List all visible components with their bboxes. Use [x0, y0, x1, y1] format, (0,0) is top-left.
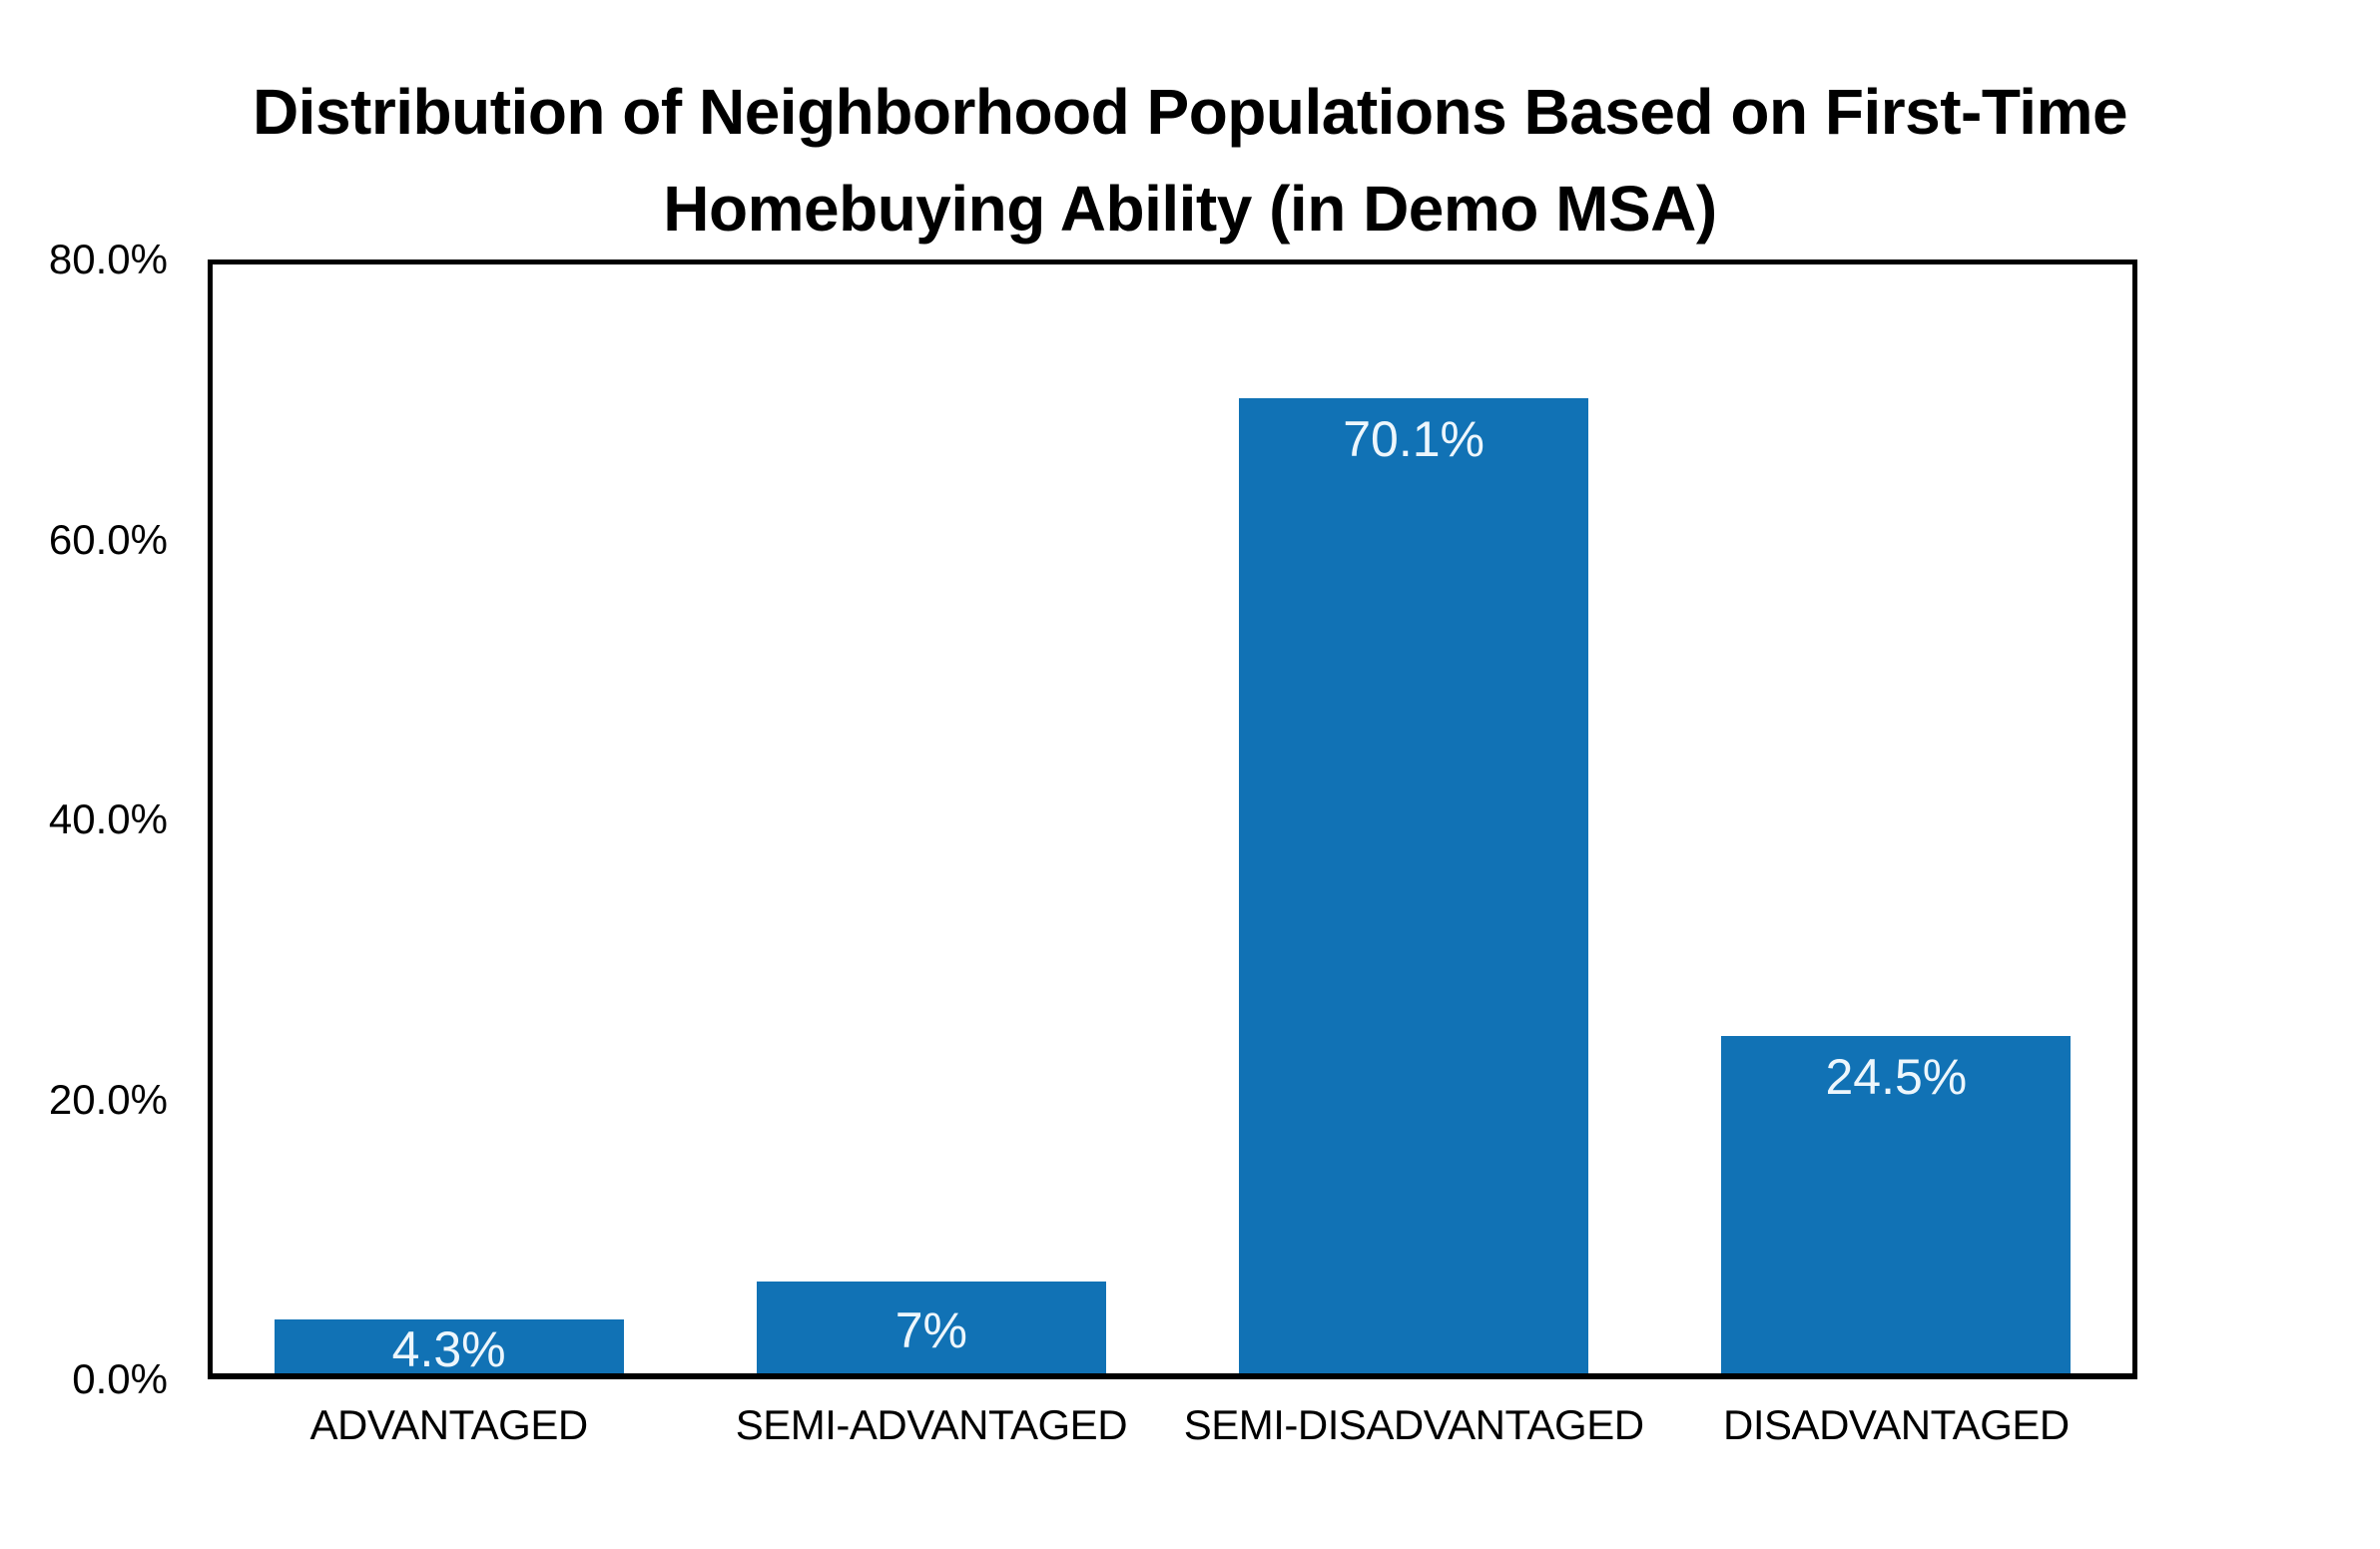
bar-value-label: 7%	[894, 1301, 967, 1358]
bar-semi-advantaged: 7%	[756, 1281, 1106, 1379]
bar-value-label: 70.1%	[1343, 410, 1486, 467]
bar-disadvantaged: 24.5%	[1721, 1036, 2072, 1379]
y-axis-tick-label: 80.0%	[48, 236, 168, 282]
x-axis-label-semi-disadvantaged: SEMI-DISADVANTAGED	[1183, 1401, 1644, 1448]
x-axis-label-disadvantaged: DISADVANTAGED	[1723, 1401, 2070, 1448]
y-axis-tick-label: 20.0%	[48, 1075, 168, 1123]
chart-title-line-2: Homebuying Ability (in Demo MSA)	[663, 173, 1717, 245]
x-axis-label-advantaged: ADVANTAGED	[309, 1401, 589, 1448]
chart-title-line-1: Distribution of Neighborhood Populations…	[252, 76, 2128, 148]
y-axis-tick-label: 60.0%	[48, 515, 168, 563]
bar-value-label: 4.3%	[391, 1320, 506, 1377]
bar-value-label: 24.5%	[1825, 1049, 1968, 1106]
chart-title: Distribution of Neighborhood Populations…	[0, 64, 2380, 258]
y-axis-tick-label: 0.0%	[72, 1355, 168, 1402]
bar-semi-disadvantaged: 70.1%	[1239, 397, 1589, 1379]
y-axis-tick-label: 40.0%	[48, 795, 168, 842]
x-axis-label-semi-advantaged: SEMI-ADVANTAGED	[735, 1401, 1128, 1448]
bar-advantaged: 4.3%	[274, 1318, 624, 1379]
